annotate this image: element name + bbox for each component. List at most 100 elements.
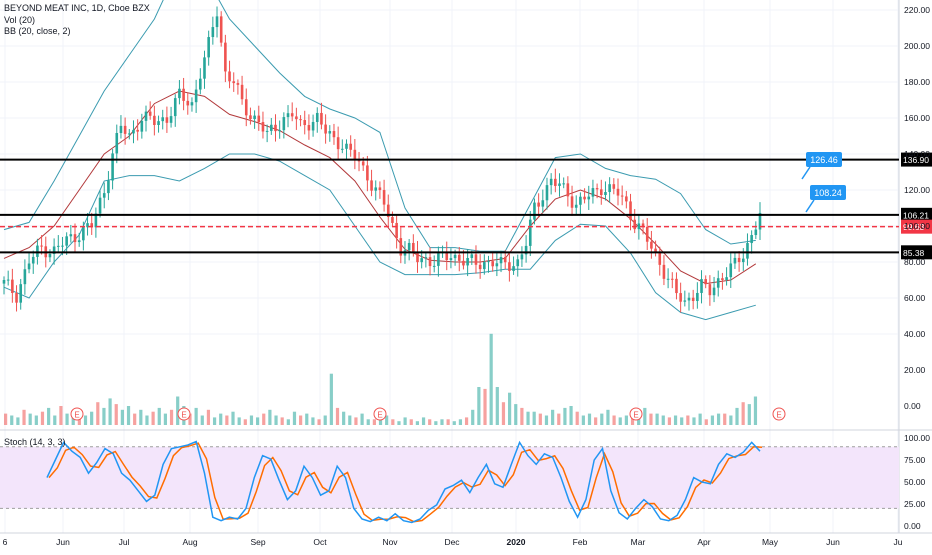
- candles: [2, 6, 762, 313]
- price-tick-label: 40.00: [904, 329, 926, 339]
- volume-bar: [385, 415, 389, 425]
- candle: [336, 126, 340, 160]
- candle-body: [2, 280, 6, 284]
- candle-body: [36, 245, 39, 257]
- candle: [691, 289, 695, 310]
- candle-body: [641, 223, 645, 227]
- volume-bar: [483, 388, 487, 425]
- callout-126.46: 126.46: [801, 152, 842, 180]
- candle: [378, 181, 382, 199]
- candle: [102, 182, 106, 209]
- candle: [537, 193, 540, 218]
- candle-body: [395, 222, 398, 239]
- earnings-marker-label: E: [181, 411, 186, 420]
- candle: [270, 118, 273, 135]
- candle-body: [286, 113, 290, 118]
- earnings-marker-circle: [177, 407, 191, 421]
- candle: [94, 207, 98, 238]
- candle-body: [278, 130, 281, 132]
- candle-body: [499, 257, 503, 264]
- candle-body: [658, 251, 662, 265]
- volume-bar: [612, 415, 616, 425]
- volume-bar: [587, 413, 592, 425]
- price-tick-label: 100.00: [904, 221, 930, 231]
- volume-bar: [581, 415, 585, 425]
- callout-box: [810, 185, 846, 200]
- volume-bar: [133, 413, 137, 425]
- volume-bar: [409, 419, 413, 425]
- volume-bar: [378, 417, 383, 425]
- candle: [583, 188, 586, 204]
- candle-body: [733, 257, 737, 264]
- volume-bar: [692, 417, 696, 425]
- candle-body: [290, 113, 294, 117]
- candle-body: [102, 193, 106, 198]
- volume-bar: [643, 407, 647, 425]
- candle-body: [758, 212, 762, 230]
- price-tick-label: 180.00: [904, 77, 930, 87]
- candle: [424, 252, 428, 268]
- candle: [169, 106, 173, 128]
- volume-bar: [4, 413, 8, 425]
- volume-bar: [452, 421, 456, 425]
- candle: [704, 275, 708, 289]
- volume-bar: [145, 415, 149, 425]
- candle-body: [729, 263, 733, 278]
- candle-body: [645, 226, 649, 242]
- candle-body: [625, 196, 628, 202]
- volume-bar: [421, 417, 426, 425]
- stochastic-legend[interactable]: Stoch (14, 3, 3): [4, 437, 66, 447]
- candle-body: [186, 100, 190, 106]
- candle: [574, 195, 578, 216]
- time-tick-label: May: [762, 537, 779, 547]
- volume-bar: [126, 406, 131, 425]
- candle-body: [599, 189, 603, 196]
- bb-upper-line: [3, 0, 756, 252]
- candle-body: [249, 115, 252, 120]
- candle-body: [315, 112, 319, 122]
- stoch-tick-label: 0.00: [904, 521, 921, 531]
- volume-bar: [268, 409, 272, 425]
- candle: [729, 253, 733, 288]
- symbol-label[interactable]: BEYOND MEAT INC, 1D, Cboe BZX: [4, 3, 150, 13]
- volume-bar: [286, 419, 290, 425]
- candle-body: [320, 112, 323, 125]
- candle: [295, 107, 298, 130]
- volume-bar: [219, 413, 223, 425]
- candle-body: [541, 200, 545, 207]
- candle-body: [508, 262, 511, 271]
- candle-body: [228, 71, 231, 82]
- candle-body: [629, 201, 632, 220]
- candle: [307, 114, 311, 140]
- candle-body: [190, 102, 194, 106]
- candle-body: [203, 57, 206, 79]
- level-label-bg: [901, 245, 932, 260]
- volume-bar: [194, 407, 198, 425]
- price-tick-label: 120.00: [904, 185, 930, 195]
- candle: [604, 181, 607, 201]
- candle-body: [449, 258, 453, 261]
- volume-legend[interactable]: Vol (20): [4, 14, 36, 25]
- candle-body: [115, 132, 119, 154]
- candle: [136, 119, 139, 141]
- candle-body: [40, 245, 43, 247]
- candle-body: [215, 16, 219, 28]
- candle-body: [595, 188, 599, 190]
- candle: [219, 11, 223, 47]
- volume-bar: [342, 411, 346, 425]
- volume-bar: [83, 415, 88, 425]
- volume-bar: [716, 413, 721, 425]
- candle: [203, 50, 206, 89]
- bollinger-legend[interactable]: BB (20, close, 2): [4, 26, 71, 36]
- candle-body: [391, 217, 394, 223]
- earnings-marker: E: [772, 407, 786, 421]
- candle: [629, 193, 632, 231]
- candle-body: [128, 133, 131, 135]
- candle: [290, 102, 294, 122]
- candle-body: [386, 204, 390, 218]
- volume-bar: [680, 417, 684, 425]
- candle-body: [48, 254, 52, 258]
- stoch-tick-label: 100.00: [904, 433, 930, 443]
